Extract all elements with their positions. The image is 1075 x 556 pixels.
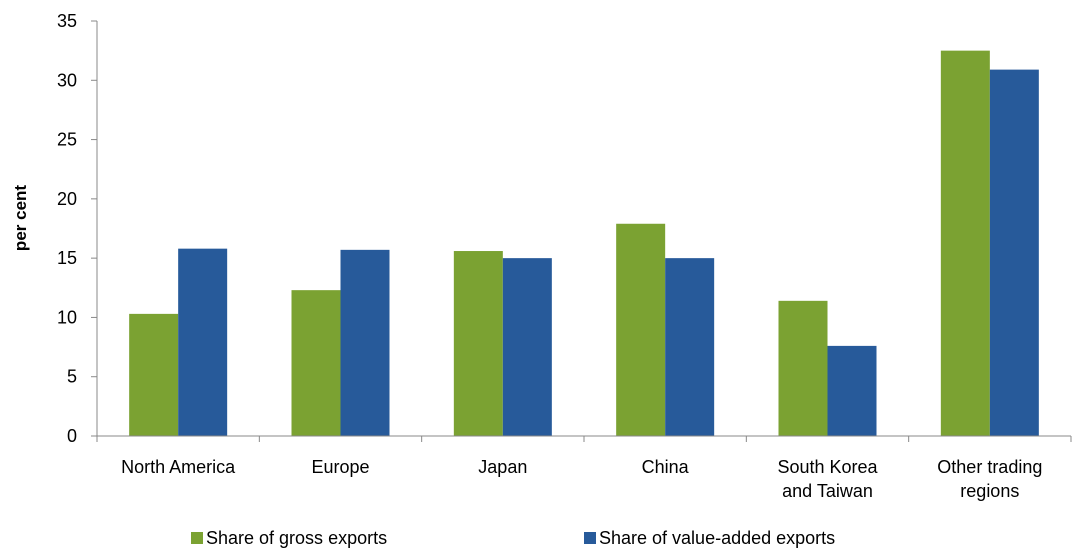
y-tick-label: 5 (67, 367, 77, 387)
bar-value-added-3 (665, 258, 715, 436)
x-tick-label: North America (121, 457, 236, 477)
y-axis-ticks: 0 5 10 15 20 25 30 35 (57, 11, 97, 446)
legend-swatch-value-added (584, 532, 596, 544)
legend-label-gross: Share of gross exports (206, 528, 387, 548)
y-tick-label: 15 (57, 248, 77, 268)
bar-gross-3 (616, 223, 666, 436)
x-tick-label: China (642, 457, 690, 477)
bar-value-added-1 (340, 249, 390, 436)
bar-gross-1 (291, 290, 341, 436)
bar-value-added-0 (178, 248, 228, 436)
bar-gross-0 (129, 313, 179, 436)
x-tick-label: Europe (311, 457, 369, 477)
bar-value-added-5 (989, 69, 1039, 436)
x-tick-label: South Korea and Taiwan (777, 457, 878, 501)
bar-gross-2 (453, 251, 503, 436)
y-tick-label: 10 (57, 307, 77, 327)
bar-value-added-2 (502, 258, 552, 436)
legend: Share of gross exports Share of value-add… (191, 528, 835, 548)
legend-swatch-gross (191, 532, 203, 544)
bars (129, 50, 1039, 437)
y-axis-label: per cent (11, 185, 30, 251)
bar-gross-5 (940, 50, 990, 437)
y-tick-label: 35 (57, 11, 77, 31)
y-tick-label: 0 (67, 426, 77, 446)
x-tick-label: Japan (478, 457, 527, 477)
x-axis-labels: North America Europe Japan China South Korea… (121, 457, 1042, 501)
y-tick-label: 25 (57, 130, 77, 150)
bar-value-added-4 (827, 345, 877, 436)
axes (96, 21, 1072, 442)
bar-gross-4 (778, 300, 828, 436)
y-tick-label: 20 (57, 189, 77, 209)
legend-label-value-added: Share of value-added exports (599, 528, 835, 548)
y-tick-label: 30 (57, 70, 77, 90)
x-tick-label: Other trading regions (937, 457, 1042, 501)
